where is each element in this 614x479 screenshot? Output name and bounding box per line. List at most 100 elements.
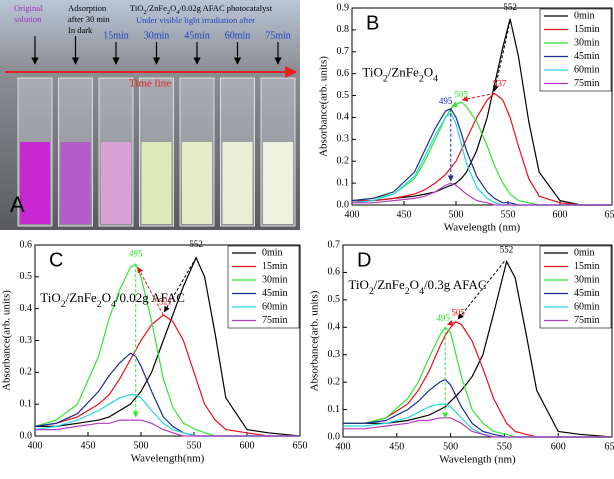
legend-label: 15min [574, 24, 600, 35]
solution [263, 142, 293, 224]
x-tick-label: 550 [187, 440, 202, 451]
peak-label: 505 [454, 90, 468, 100]
legend-label: 75min [262, 315, 288, 326]
x-axis-label: Wavelength (nm) [439, 454, 516, 466]
x-tick-label: 500 [449, 209, 464, 220]
y-axis-label: Absorbance(arb. units) [309, 290, 321, 391]
spectrum-line [35, 419, 300, 437]
time-label: 45min [184, 30, 210, 41]
solution [182, 142, 212, 224]
y-tick-label: 0.4 [328, 322, 341, 333]
shift-arrow [137, 266, 164, 316]
peak-label: 521 [159, 296, 173, 306]
peak-label: 495 [439, 96, 453, 106]
time-label: 75min [265, 30, 291, 41]
x-tick-label: 600 [553, 209, 568, 220]
y-tick-label: 0.9 [337, 2, 350, 13]
y-tick-label: 0.2 [20, 367, 33, 378]
shift-arrow [451, 101, 462, 107]
legend-label: 30min [574, 274, 600, 285]
spectrum-line [352, 18, 612, 206]
y-tick-label: 0.5 [20, 271, 33, 282]
shift-arrow [446, 320, 457, 326]
spectrum-line [351, 101, 612, 206]
solution [60, 142, 91, 224]
chart-title: TiO2/ZnFe2O4 [362, 65, 438, 85]
peak-label: 552 [500, 245, 514, 255]
y-tick-label: 0.3 [20, 335, 33, 346]
y-tick-label: 0.3 [328, 349, 341, 360]
x-tick-label: 500 [134, 440, 149, 451]
panel-label: D [357, 249, 371, 271]
plot-frame [351, 7, 613, 206]
photo-note: Under visible light irradiation after [136, 15, 255, 25]
y-tick-label: 0.1 [20, 398, 33, 409]
y-tick-label: 0.0 [337, 199, 350, 210]
peak-label: 505 [451, 308, 465, 318]
panel-label: B [366, 12, 379, 34]
photo-note: TiO2/ZnFe2O4/0.02g AFAC photocatalyst [130, 3, 273, 16]
spectrum-line [351, 112, 612, 206]
legend-label: 0min [574, 247, 595, 258]
photo-note: after 30 min [68, 14, 110, 24]
x-tick-label: 550 [497, 441, 512, 452]
x-tick-label: 450 [81, 440, 96, 451]
spectrum-line [343, 417, 612, 438]
shift-arrow [492, 21, 511, 92]
legend-label: 60min [262, 301, 288, 312]
photo-note: Original [14, 3, 43, 13]
legend-label: 15min [574, 261, 600, 272]
x-tick-label: 600 [551, 441, 566, 452]
y-tick-label: 0.5 [337, 90, 350, 101]
cuvettes [17, 36, 296, 227]
solution [20, 142, 50, 224]
panel-label: A [10, 192, 25, 217]
shift-arrow [457, 261, 505, 320]
peak-label: 552 [503, 2, 517, 12]
y-tick-label: 0.6 [20, 239, 33, 250]
peak-label: 495 [129, 249, 143, 259]
solution [222, 142, 253, 224]
x-tick-label: 500 [443, 441, 458, 452]
y-tick-label: 0.1 [328, 404, 341, 415]
y-tick-label: 0.4 [20, 303, 33, 314]
legend-label: 0min [262, 247, 283, 258]
x-tick-label: 650 [293, 440, 308, 451]
y-tick-label: 0.2 [337, 156, 350, 167]
peak-label: 495 [436, 313, 450, 323]
y-tick-label: 0.4 [337, 112, 350, 123]
photo-note: Adsorption [68, 3, 107, 13]
solution [101, 142, 131, 224]
y-axis-label: Absorbance(arb. units) [318, 56, 330, 157]
spectrum-line [34, 314, 300, 437]
peak-label: 537 [493, 79, 507, 89]
x-tick-label: 450 [389, 441, 404, 452]
peak-label: 552 [189, 239, 203, 249]
chart-title: TiO2/ZnFe2O4/0.02g AFAC [40, 290, 185, 310]
spectrum-line [351, 107, 612, 206]
x-tick-label: 400 [345, 209, 360, 220]
y-tick-label: 0.3 [337, 134, 350, 145]
legend-label: 45min [262, 288, 288, 299]
legend-frame [539, 245, 612, 329]
legend-label: 45min [574, 288, 600, 299]
y-tick-label: 0.7 [328, 239, 341, 250]
timeline-label: Time line [129, 78, 171, 90]
legend-frame [227, 245, 300, 329]
x-tick-label: 600 [240, 440, 255, 451]
legend-label: 75min [574, 315, 600, 326]
plot-frame [34, 244, 301, 437]
y-tick-label: 0.0 [328, 431, 341, 442]
y-tick-label: 0.8 [337, 24, 350, 35]
panel-label: C [49, 249, 63, 271]
y-tick-label: 0.6 [337, 68, 350, 79]
legend-label: 30min [262, 274, 288, 285]
y-tick-label: 0.0 [20, 430, 33, 441]
spectrum-line [352, 92, 612, 206]
legend-frame [539, 8, 612, 92]
legend-label: 60min [574, 64, 600, 75]
y-tick-label: 0.5 [328, 294, 341, 305]
x-axis-label: Wavelength (nm) [444, 222, 521, 234]
y-tick-label: 0.6 [328, 267, 341, 278]
